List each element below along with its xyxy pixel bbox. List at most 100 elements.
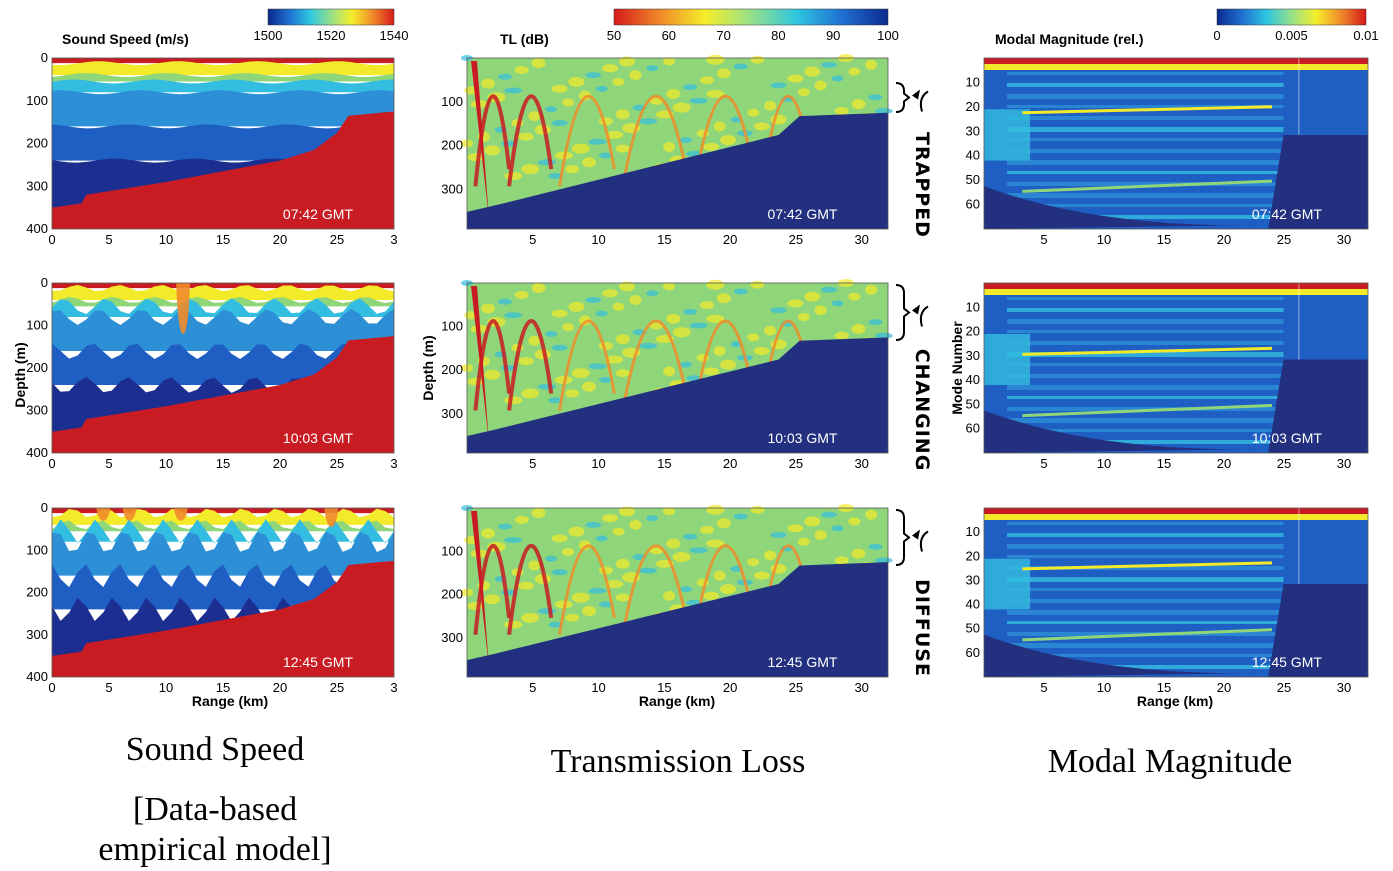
tl-source-beam [471,61,489,219]
seabed-region [52,111,394,229]
modal-band [1007,149,1284,153]
tl-interference-cell [770,307,787,314]
tl-interference-cell [615,558,630,569]
tl-interference-cell [848,67,861,76]
modal-band [1007,138,1284,141]
tl-interference-cell [699,301,714,310]
tl-convergence-zone [473,319,512,411]
tl-interference-cell [821,61,838,68]
tl-interference-cell [706,504,725,515]
x-tick-label: 10 [1097,232,1111,247]
tl-interference-cell [551,84,568,93]
tl-interference-cell [764,100,777,111]
panel-timestamp: 10:03 GMT [1252,430,1322,446]
modal-cutoff-region [1268,359,1368,453]
modal-band [1007,621,1284,624]
modal-band [1007,407,1284,411]
tl-interference-cell [504,537,523,544]
tl-interference-cell [585,297,602,303]
tl-interference-cell [831,75,844,82]
regime-bracket [895,284,911,341]
tl-interference-cell [848,517,861,526]
tl-interference-cell [565,613,580,622]
sound-speed-layer [52,58,394,64]
y-tick-label: 300 [26,178,48,193]
tl-interference-cell [578,315,591,326]
y-tick-label: 50 [966,621,980,636]
caption-sound-speed-line3: empirical model] [98,831,331,868]
tl-interference-cell [797,313,810,321]
panel-timestamp: 12:45 GMT [1252,654,1322,670]
tl-interference-cell [612,302,625,311]
tl-interference-cell [663,507,676,516]
modal-band [1007,193,1284,198]
x-tick-label: 20 [1217,232,1231,247]
tl-interference-cell [467,153,484,162]
tl-interference-cell [713,346,726,356]
modal-low-modes [984,508,1368,514]
x-tick-label: 20 [273,232,287,247]
y-tick-label: 300 [441,406,463,421]
x-tick-label: 20 [723,456,737,471]
x-tick-label: 30 [854,232,868,247]
x-tick-label: 10 [591,456,605,471]
tl-interference-cell [537,608,556,615]
x-tick-label: 25 [1277,232,1291,247]
modal-band [1007,522,1284,525]
tl-interference-cell [821,511,838,518]
colorbar-ticks-sound-speed: 1500 1520 1540 [254,28,409,43]
tl-interference-cell [834,107,849,116]
modal-low-modes-yellow [984,514,1368,520]
tl-interference-cell [582,157,597,168]
tl-interference-cell [706,539,725,548]
tl-interference-cell [764,550,777,561]
tl-interference-cell [528,111,541,122]
tl-interference-cell [706,54,725,65]
caption-modal-magnitude: Modal Magnitude [1048,743,1293,780]
tl-interference-cell [699,525,714,534]
tl-interference-cell [851,548,866,559]
x-tick-label: 10 [591,232,605,247]
tl-interference-cell [598,601,613,608]
regime-bracket [895,82,911,113]
tl-interference-cell [720,135,737,146]
tl-interference-cell [484,145,501,156]
panel-timestamp: 10:03 GMT [767,430,837,446]
x-tick-label: 15 [1157,680,1171,695]
x-tick-label: 15 [216,680,230,695]
tl-interference-cell [663,141,676,152]
colorbar-sound-speed [267,8,395,26]
y-tick-label: 100 [26,93,48,108]
modal-band [1007,72,1284,75]
regime-arrow-head [912,89,920,100]
tl-interference-cell [548,172,563,179]
sound-speed-layer [52,520,394,532]
tl-interference-cell [834,331,849,340]
tl-interference-cell [568,526,585,537]
tl-interference-cell [588,363,607,370]
x-tick-label: 15 [657,456,671,471]
tl-interference-cell [703,142,720,151]
modal-band [1007,352,1284,357]
x-tick-label: 25 [789,456,803,471]
panel-frame [983,57,1369,230]
tl-interference-cell [602,514,619,523]
tl-interference-cell [814,305,827,316]
colorbar-modal [1216,8,1367,26]
tl-interference-cell [585,72,602,79]
x-tick-label: 25 [789,232,803,247]
tl-interference-cell [716,293,731,304]
tl-interference-cell [663,57,676,66]
tl-interference-cell [646,515,659,522]
tl-interference-cell [531,58,546,69]
modal-cutoff-region [984,634,1269,677]
x-tick-label: 25 [330,680,344,695]
modal-band [1007,555,1284,558]
x-tick-label: 15 [216,232,230,247]
x-tick-label: 10 [1097,680,1111,695]
soliton-intrusion [122,508,137,521]
regime-arrow [919,305,929,327]
tl-interference-cell [537,383,556,390]
